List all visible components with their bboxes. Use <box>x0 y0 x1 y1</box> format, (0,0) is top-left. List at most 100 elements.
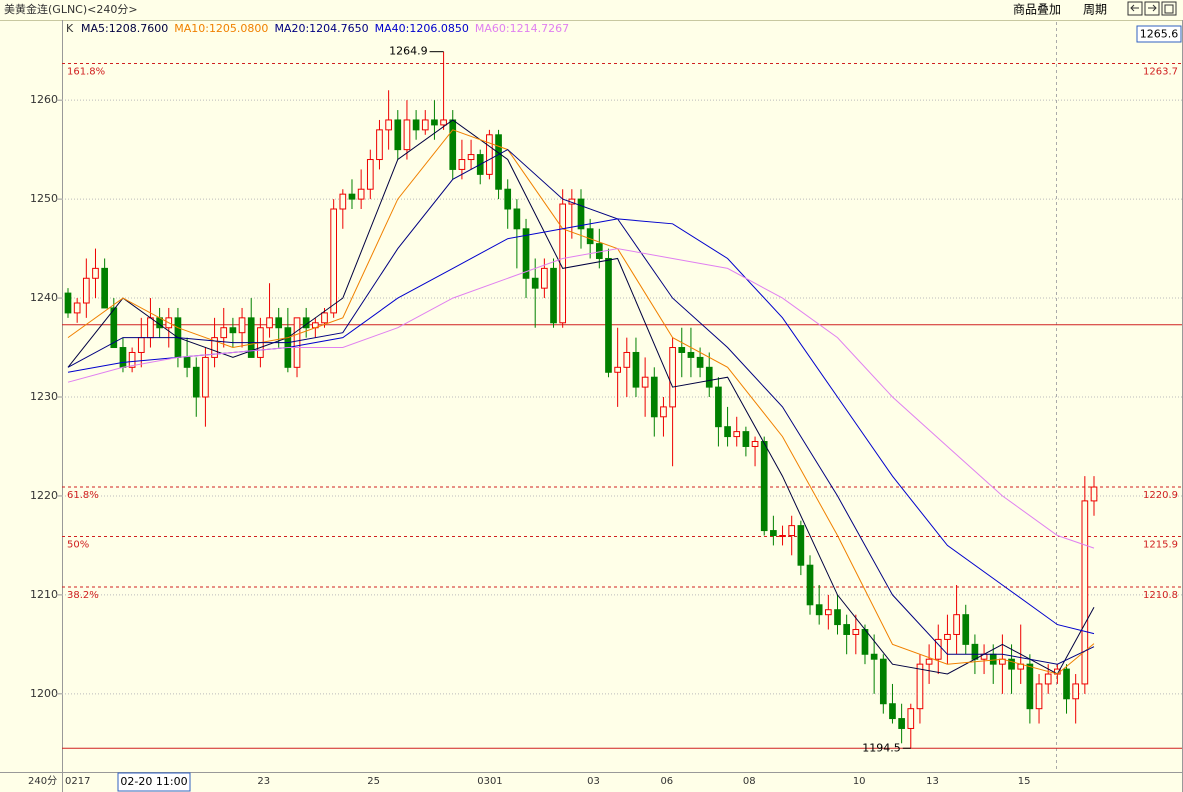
candle-body <box>742 431 750 447</box>
candle-body <box>266 317 273 329</box>
fib-label: 50% <box>67 540 89 551</box>
candle-body <box>1008 658 1015 670</box>
candle-body <box>211 337 218 358</box>
window-title: 美黄金连(GLNC)<240分> <box>4 2 138 16</box>
y-tick-label: 1220 <box>30 489 58 502</box>
candle-body <box>861 629 869 655</box>
candle-body <box>605 257 612 373</box>
candle-body <box>870 653 878 660</box>
legend-entry: MA60:1214.7267 <box>475 22 569 35</box>
period-label: 240分 <box>28 775 57 787</box>
ma-line <box>67 148 1095 665</box>
candle-body <box>275 317 283 329</box>
candle-body <box>421 119 429 131</box>
candle-body <box>733 431 741 438</box>
candle-body <box>614 366 621 373</box>
candle-body <box>403 119 411 151</box>
candle-body <box>577 198 585 230</box>
x-tick-label: 25 <box>367 776 380 787</box>
candle-body <box>944 633 951 640</box>
fib-value: 1215.9 <box>1143 540 1178 551</box>
candle-body <box>797 525 805 566</box>
btn-next[interactable] <box>1144 1 1160 16</box>
x-tick-label: 10 <box>853 776 866 787</box>
btn-icons <box>1130 4 1174 14</box>
candle-body <box>916 663 924 710</box>
period-menu[interactable]: 周期 <box>1083 3 1107 17</box>
candle-body <box>119 347 127 368</box>
candle-body <box>650 376 658 418</box>
legend-entry: MA5:1208.7600 <box>81 22 168 35</box>
candle-body <box>357 188 365 200</box>
overlay-menu[interactable]: 商品叠加 <box>1013 2 1061 17</box>
legend-entry: MA10:1205.0800 <box>174 22 268 35</box>
candle-body <box>247 317 255 358</box>
window-buttons[interactable] <box>1127 1 1177 16</box>
ma-line <box>67 248 1095 549</box>
ma-line <box>67 129 1095 675</box>
btn-prev[interactable] <box>1127 1 1143 16</box>
candle-body <box>788 525 796 537</box>
candle-body <box>513 208 521 230</box>
x-tick-label: 0217 <box>65 776 90 787</box>
cursor-price: 1265.6 <box>1140 28 1179 41</box>
candle-body <box>632 351 640 388</box>
candle-body <box>843 624 851 635</box>
candle-body <box>101 267 108 309</box>
fib-label: 61.8% <box>67 490 99 501</box>
candle-body <box>889 703 896 720</box>
candle-body <box>376 129 383 161</box>
legend-prefix: K <box>66 22 74 35</box>
candle-body <box>669 347 676 408</box>
candle-body <box>1081 500 1089 685</box>
candle-body <box>385 119 392 131</box>
fib-value: 1210.8 <box>1143 590 1178 601</box>
candle-body <box>92 267 99 279</box>
candle-body <box>934 638 942 660</box>
candle-body <box>1044 673 1052 685</box>
candle-body <box>852 629 860 635</box>
ma-line <box>67 119 1095 675</box>
cursor-price-box <box>1136 25 1182 43</box>
candle-body <box>907 708 915 729</box>
x-tick-label: 08 <box>743 776 756 787</box>
candle-body <box>128 351 136 368</box>
x-tick-label: 23 <box>257 776 270 787</box>
fib-value: 1220.9 <box>1143 490 1178 501</box>
candle-body <box>1026 663 1034 710</box>
candle-body <box>623 351 631 368</box>
btn-max[interactable] <box>1161 1 1177 16</box>
y-tick-label: 1250 <box>30 192 58 205</box>
candle-body <box>183 356 191 368</box>
y-tick-label: 1230 <box>30 390 58 403</box>
candle-body <box>238 317 246 334</box>
ma-line <box>67 218 1095 635</box>
cursor-time: 02-20 11:00 <box>120 775 187 788</box>
candle-body <box>586 228 594 245</box>
x-tick-label: 15 <box>1018 776 1031 787</box>
x-tick-label: 13 <box>926 776 939 787</box>
legend-entry: MA20:1204.7650 <box>274 22 368 35</box>
candle-body <box>504 188 512 210</box>
candle-body <box>687 351 695 358</box>
candle-body <box>449 119 457 170</box>
candle-body <box>330 208 338 314</box>
candle-body <box>806 564 814 606</box>
y-tick-label: 1240 <box>30 291 58 304</box>
candle-body <box>293 317 301 368</box>
candle-body <box>412 119 420 131</box>
candle-body <box>834 609 841 626</box>
x-tick-label: 06 <box>660 776 673 787</box>
candle-body <box>339 193 347 210</box>
candle-body <box>925 658 933 665</box>
candle-body <box>137 337 145 353</box>
candle-body <box>541 267 548 289</box>
candle-body <box>760 441 768 532</box>
x-tick-label: 03 <box>587 776 600 787</box>
candle-body <box>82 277 90 304</box>
candle-body <box>1090 486 1098 502</box>
candle-body <box>696 356 704 368</box>
fib-value: 1263.7 <box>1143 67 1178 78</box>
low-label: 1194.5 <box>862 741 901 754</box>
